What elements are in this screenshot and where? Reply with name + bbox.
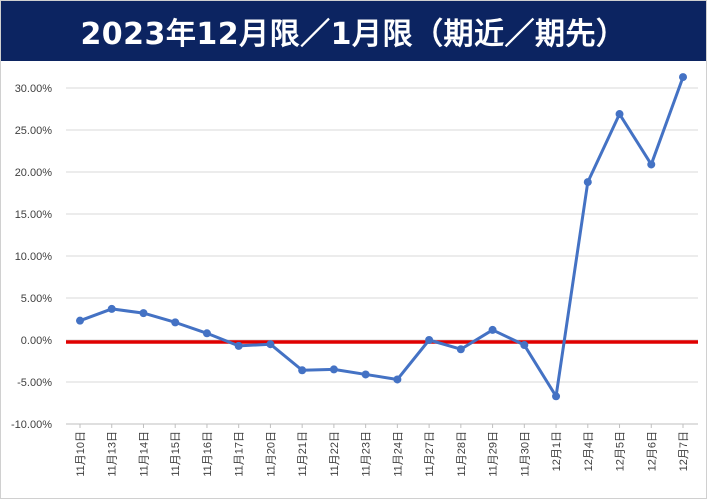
x-tick-label: 11月21日 [297,431,309,477]
x-axis-ticks: 11月10日 11月13日 11月14日 11月15日 11月16日 11月17日 11月2… [75,424,690,477]
y-tick-label: -5.00% [17,377,52,389]
data-point [679,73,687,82]
data-point [107,304,116,313]
data-point [456,345,465,354]
x-tick-label: 11月14日 [138,431,150,477]
y-tick-label: 15.00% [15,209,53,221]
x-tick-label: 12月4日 [583,431,595,471]
data-point [425,336,434,344]
chart-title: 2023年12月限／1月限（期近／期先） [80,17,627,52]
x-tick-label: 11月30日 [519,431,531,477]
y-tick-label: -10.00% [11,419,52,431]
x-tick-label: 11月24日 [392,431,404,477]
x-tick-label: 11月15日 [170,431,182,477]
x-tick-label: 11月28日 [456,431,468,477]
y-tick-label: 10.00% [15,251,53,263]
x-tick-label: 11月13日 [107,431,119,477]
x-tick-label: 12月1日 [551,431,563,471]
x-tick-label: 11月20日 [265,431,277,477]
data-point [393,375,402,384]
data-point [329,365,338,374]
y-tick-label: 5.00% [21,293,52,305]
y-tick-label: 0.00% [21,335,52,347]
title-banner: 2023年12月限／1月限（期近／期先） [1,1,706,61]
x-tick-label: 11月10日 [75,431,87,477]
y-axis-ticks: 30.00% 25.00% 20.00% 15.00% 10.00% 5.00% 0.00%… [11,83,52,431]
data-point [298,366,307,375]
data-point [234,341,243,350]
data-point [76,316,84,325]
y-tick-label: 30.00% [15,83,53,95]
y-tick-label: 25.00% [15,125,53,137]
x-tick-label: 11月16日 [202,431,214,477]
series [76,73,687,401]
data-point [520,341,529,350]
data-point [171,318,180,327]
data-point [361,370,370,379]
x-tick-label: 12月5日 [615,431,627,471]
x-tick-label: 11月17日 [234,431,246,477]
series-line [78,75,685,398]
data-point [488,325,497,334]
x-tick-label: 11月27日 [424,431,436,477]
data-point [615,110,624,119]
x-tick-label: 11月29日 [488,431,500,477]
data-point [647,160,656,169]
data-point [552,392,561,401]
x-tick-label: 12月7日 [678,431,690,471]
data-point [202,329,211,338]
gridlines [66,87,698,425]
x-tick-label: 12月6日 [646,431,658,471]
data-point [139,309,148,318]
data-point [266,340,275,349]
x-tick-label: 11月23日 [361,431,373,477]
y-tick-label: 20.00% [15,167,53,179]
data-point [583,178,592,187]
x-tick-label: 11月22日 [329,431,341,477]
